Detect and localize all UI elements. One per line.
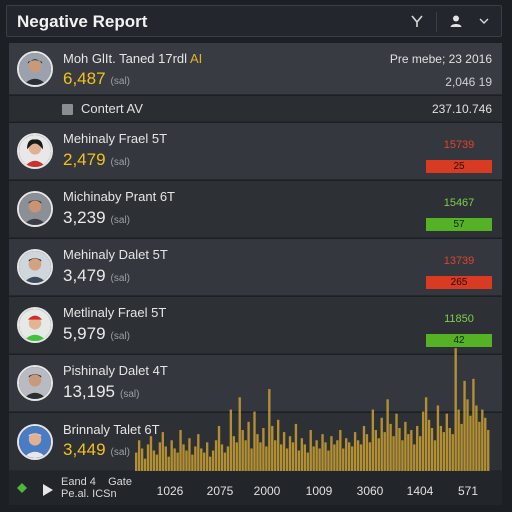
section-header[interactable]: Contert AV 237.10.746: [9, 96, 502, 122]
axis-tick-label: 2000: [253, 484, 281, 498]
row-name: Brinnaly Talet 6T: [63, 422, 160, 437]
list-item[interactable]: Metlinaly Frael 5T 5,979 (sal) 11850 42: [9, 297, 502, 354]
avatar: [17, 191, 53, 227]
row-unit: (sal): [110, 215, 130, 226]
axis-tick-label: 1009: [305, 484, 333, 498]
header-divider: [436, 12, 437, 32]
row-value: 5,979 (sal): [63, 324, 130, 343]
user-icon[interactable]: [447, 12, 465, 30]
report-date: Pre mebe; 23 2016: [389, 52, 492, 66]
list-item[interactable]: Moh GlIt. Taned 17rdl AI 6,487 (sal) Pre …: [9, 43, 502, 95]
row-unit: (sal): [110, 273, 130, 284]
list-item[interactable]: Michinaby Prant 6T 3,239 (sal) 15467 57: [9, 181, 502, 238]
title-bar: Negative Report: [6, 5, 502, 37]
delta-badge: 265: [426, 276, 492, 289]
axis-tick-label: 3060: [356, 484, 384, 498]
header-actions: [408, 12, 493, 32]
delta-badge: 57: [426, 218, 492, 231]
row-unit: (sal): [110, 157, 130, 168]
axis-tick-label: 1404: [406, 484, 434, 498]
footer-label-gate: Gate: [108, 476, 132, 488]
status-diamond-icon: [17, 483, 27, 493]
footer-label: Eand 4 Gate: [61, 476, 132, 488]
row-value: 2,479 (sal): [63, 150, 130, 169]
row-value: 3,479 (sal): [63, 266, 130, 285]
avatar: [17, 365, 53, 401]
timeline-footer: Eand 4 Gate Pe.al. ICSn 1026 2075 2000 1009…: [9, 471, 502, 505]
row-name: Moh GlIt. Taned 17rdl AI: [63, 51, 203, 66]
row-name: Mehinaly Frael 5T: [63, 131, 168, 146]
avatar: [17, 249, 53, 285]
footer-sublabel: Pe.al. ICSn: [61, 488, 117, 500]
axis-tick-label: 571: [457, 484, 479, 498]
row-value: 3,449 (sal): [63, 440, 130, 459]
chevron-down-icon[interactable]: [475, 12, 493, 30]
page-title: Negative Report: [17, 12, 148, 31]
name-highlight: AI: [189, 51, 203, 66]
row-value: 6,487 (sal): [63, 69, 130, 88]
section-checkbox[interactable]: [62, 104, 73, 115]
axis-tick-label: 2075: [206, 484, 234, 498]
delta-value: 15739: [443, 139, 475, 151]
row-value: 13,195 (sal): [63, 382, 140, 401]
avatar: [17, 307, 53, 343]
delta-value: 15467: [443, 197, 475, 209]
delta-badge: 42: [426, 334, 492, 347]
filter-icon[interactable]: [408, 12, 426, 30]
list-item[interactable]: Brinnaly Talet 6T 3,449 (sal): [9, 413, 502, 471]
play-icon[interactable]: [43, 484, 53, 496]
row-name: Pishinaly Dalet 4T: [63, 363, 168, 378]
row-unit: (sal): [110, 447, 130, 458]
delta-badge: 25: [426, 160, 492, 173]
list-item[interactable]: Pishinaly Dalet 4T 13,195 (sal): [9, 355, 502, 412]
row-name: Mehinaly Dalet 5T: [63, 247, 168, 262]
row-unit: (sal): [120, 389, 140, 400]
list-item[interactable]: Mehinaly Dalet 5T 3,479 (sal) 13739 265: [9, 239, 502, 296]
delta-value: 11850: [444, 313, 474, 325]
list-item[interactable]: Mehinaly Frael 5T 2,479 (sal) 15739 25: [9, 123, 502, 180]
report-list: Moh GlIt. Taned 17rdl AI 6,487 (sal) Pre …: [9, 43, 502, 503]
delta-value: 13739: [443, 255, 475, 267]
avatar: [17, 51, 53, 87]
avatar: [17, 424, 53, 460]
row-name: Michinaby Prant 6T: [63, 189, 175, 204]
axis-tick-label: 1026: [156, 484, 184, 498]
report-total: 2,046 19: [445, 75, 492, 89]
row-unit: (sal): [110, 331, 130, 342]
avatar: [17, 133, 53, 169]
row-unit: (sal): [110, 76, 130, 87]
section-total: 237.10.746: [431, 102, 492, 116]
section-label: Contert AV: [81, 101, 143, 116]
row-name: Metlinaly Frael 5T: [63, 305, 167, 320]
row-value: 3,239 (sal): [63, 208, 130, 227]
